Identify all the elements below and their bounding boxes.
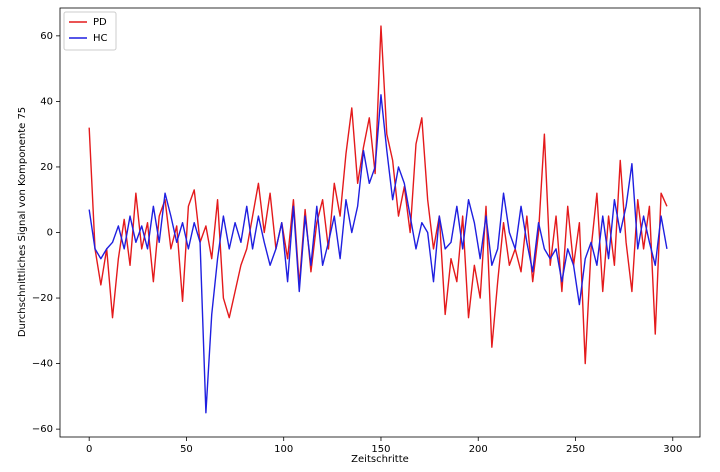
x-tick-label: 150 (371, 444, 390, 455)
y-tick-label: 60 (40, 31, 53, 42)
y-tick-label: 0 (47, 227, 53, 238)
x-tick-label: 50 (180, 444, 193, 455)
legend-label: PD (93, 17, 107, 28)
x-tick-label: 300 (663, 444, 682, 455)
y-tick-label: −60 (32, 424, 53, 435)
plot-frame (59, 7, 701, 438)
x-tick-label: 0 (86, 444, 92, 455)
y-tick-label: 20 (40, 162, 53, 173)
legend-label: HC (93, 33, 108, 44)
y-tick-label: −20 (32, 293, 53, 304)
x-axis-label: Zeitschritte (351, 454, 409, 465)
legend-box (63, 11, 117, 51)
x-tick-label: 250 (566, 444, 585, 455)
x-tick-label: 200 (469, 444, 488, 455)
y-axis-label: Durchschnittliches Signal von Komponente… (17, 107, 28, 337)
y-tick-label: 40 (40, 96, 53, 107)
x-tick-label: 100 (274, 444, 293, 455)
line-series (88, 25, 668, 365)
line-series (88, 94, 668, 414)
y-tick-label: −40 (32, 359, 53, 370)
